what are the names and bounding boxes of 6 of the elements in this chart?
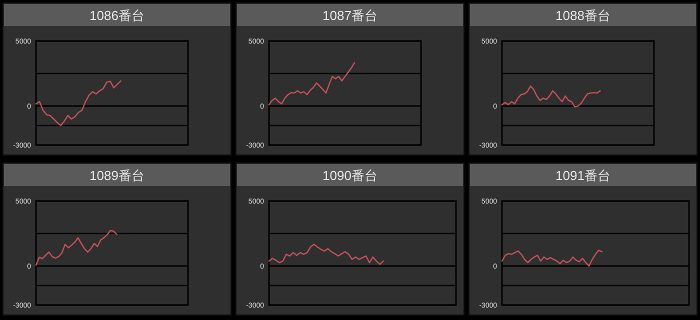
chart-title: 1090番台 bbox=[322, 168, 378, 183]
chart-title: 1089番台 bbox=[90, 168, 144, 183]
chart-title: 1087番台 bbox=[322, 8, 378, 23]
chart-title: 1088番台 bbox=[556, 8, 610, 23]
chart-title: 1091番台 bbox=[556, 168, 610, 183]
chart-title: 1086番台 bbox=[90, 8, 144, 23]
